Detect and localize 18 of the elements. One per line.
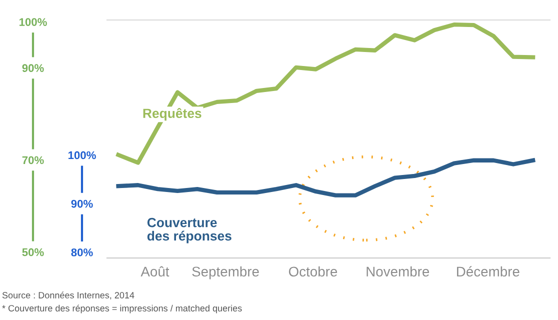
- x-tick-label: Septembre: [192, 266, 259, 280]
- y-tick-label: 70%: [22, 156, 44, 164]
- source-note: Source : Données Internes, 2014: [2, 292, 134, 300]
- line-series: [116, 22, 536, 165]
- series-label: Couverture des réponses: [147, 218, 232, 244]
- y-tick-label: 50%: [22, 248, 44, 256]
- x-tick-label: Octobre: [288, 266, 338, 277]
- text: * Couverture des réponses = impressions / matched queries: [2, 304, 242, 314]
- y2-tick-label: 100%: [68, 151, 96, 160]
- x-tick-label: Novembre: [366, 266, 430, 277]
- y2-tick-label: 90%: [71, 200, 93, 208]
- y2-tick-label: 80%: [71, 248, 93, 256]
- line-series: [116, 158, 536, 198]
- series-label: Requêtes: [143, 108, 202, 121]
- y-tick-label: 100%: [19, 18, 47, 26]
- x-tick-label: Décembre: [457, 266, 520, 277]
- x-tick-label: Août: [140, 266, 170, 277]
- y-tick-label: 90%: [22, 64, 44, 72]
